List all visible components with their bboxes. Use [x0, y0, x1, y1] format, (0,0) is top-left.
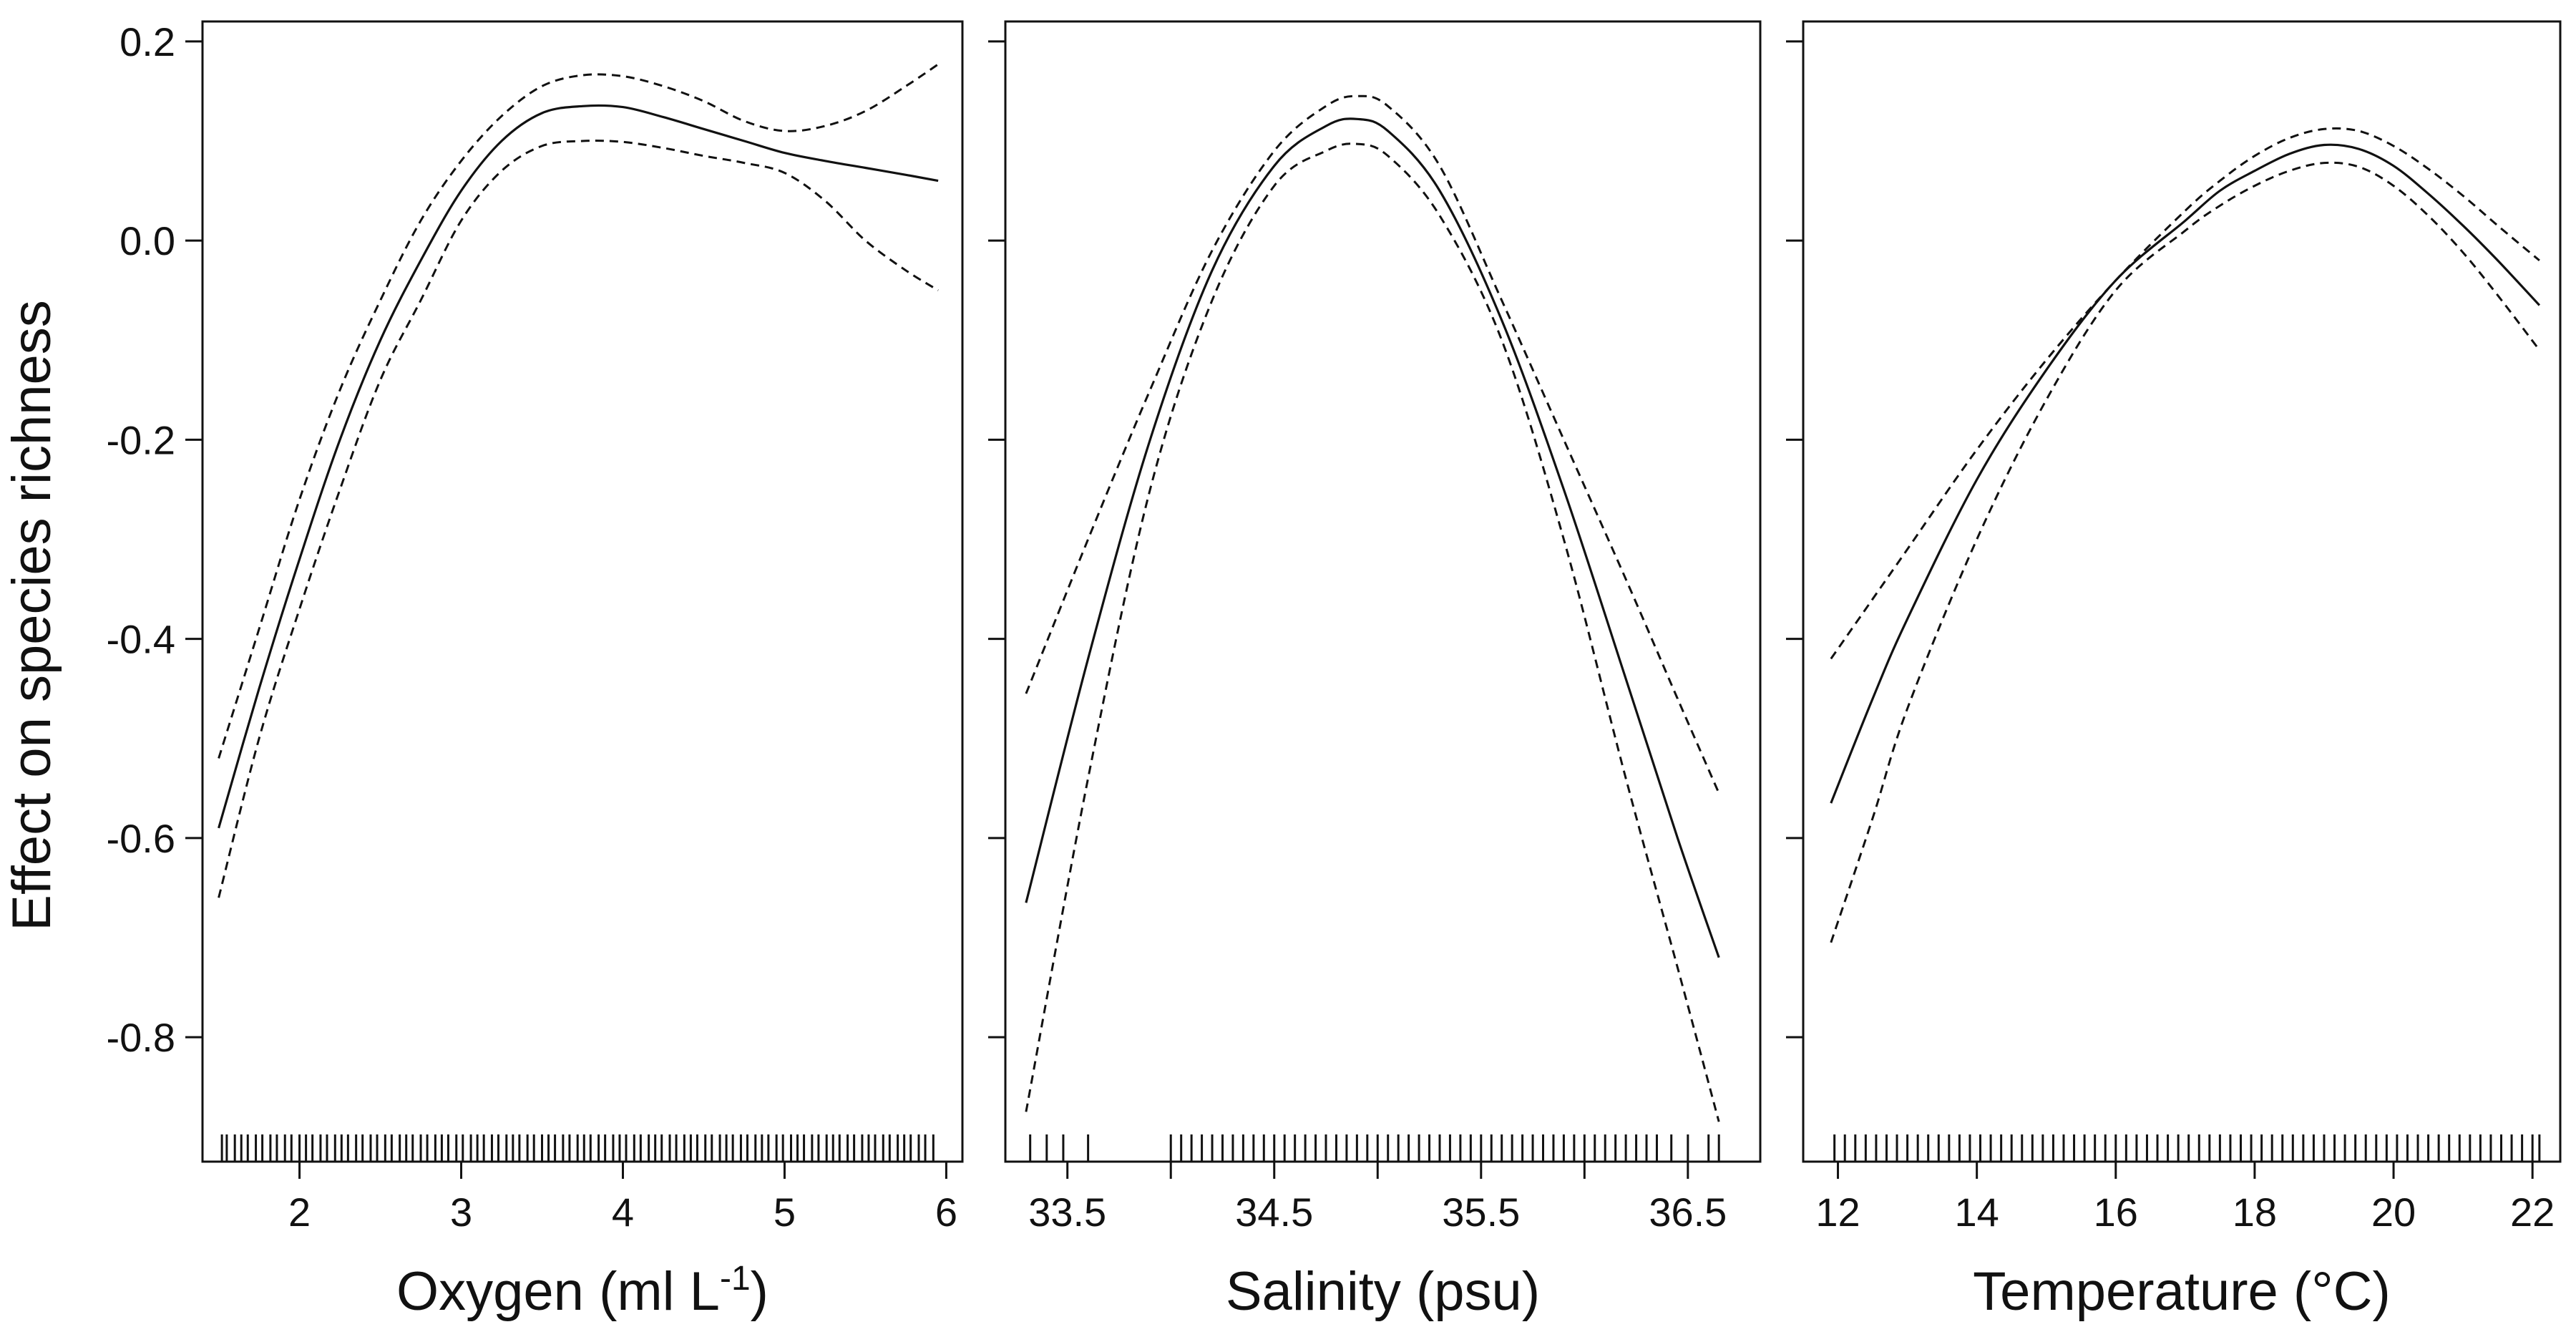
lower-ci-curve-oxygen [218, 140, 939, 898]
x-tick-label-temperature: 20 [2371, 1190, 2416, 1235]
y-tick-label: 0.2 [119, 19, 175, 64]
x-tick-label-oxygen: 6 [935, 1190, 957, 1235]
x-tick-label-temperature: 14 [1955, 1190, 1999, 1235]
panel-frame-temperature [1802, 20, 2562, 1163]
fitted-curve-temperature [1830, 143, 2541, 804]
upper-ci-curve-salinity [1025, 94, 1720, 794]
lower-ci-curve-salinity [1025, 142, 1720, 1122]
y-axis-title: Effect on species richness [1, 300, 62, 931]
y-tick-label: -0.6 [107, 816, 176, 861]
fitted-curve-oxygen [218, 104, 939, 829]
upper-ci-curve-oxygen [218, 63, 939, 759]
x-tick-label-temperature: 22 [2510, 1190, 2555, 1235]
x-tick-label-oxygen: 3 [450, 1190, 472, 1235]
fitted-curve-salinity [1025, 117, 1720, 958]
panel-frame-oxygen [201, 20, 964, 1163]
x-axis-title-temperature: Temperature (°C) [1973, 1261, 2391, 1322]
x-tick-label-temperature: 16 [2094, 1190, 2138, 1235]
y-tick-label: 0.0 [119, 218, 175, 263]
y-tick-label: -0.8 [107, 1015, 176, 1060]
panel-frame-salinity [1004, 20, 1762, 1163]
x-tick-label-salinity: 35.5 [1442, 1190, 1520, 1235]
x-tick-label-salinity: 36.5 [1649, 1190, 1727, 1235]
x-axis-title-oxygen: Oxygen (ml L-1) [396, 1260, 769, 1322]
y-tick-label: -0.2 [107, 417, 176, 462]
x-tick-label-oxygen: 2 [288, 1190, 311, 1235]
x-tick-label-temperature: 12 [1815, 1190, 1860, 1235]
y-tick-label: -0.4 [107, 617, 176, 662]
x-tick-label-temperature: 18 [2233, 1190, 2277, 1235]
x-tick-label-oxygen: 4 [612, 1190, 634, 1235]
x-tick-label-salinity: 33.5 [1028, 1190, 1106, 1235]
upper-ci-curve-temperature [1830, 127, 2540, 660]
x-axis-title-salinity: Salinity (psu) [1226, 1261, 1540, 1322]
x-tick-label-oxygen: 5 [774, 1190, 796, 1235]
lower-ci-curve-temperature [1830, 161, 2541, 943]
x-tick-label-salinity: 34.5 [1235, 1190, 1313, 1235]
